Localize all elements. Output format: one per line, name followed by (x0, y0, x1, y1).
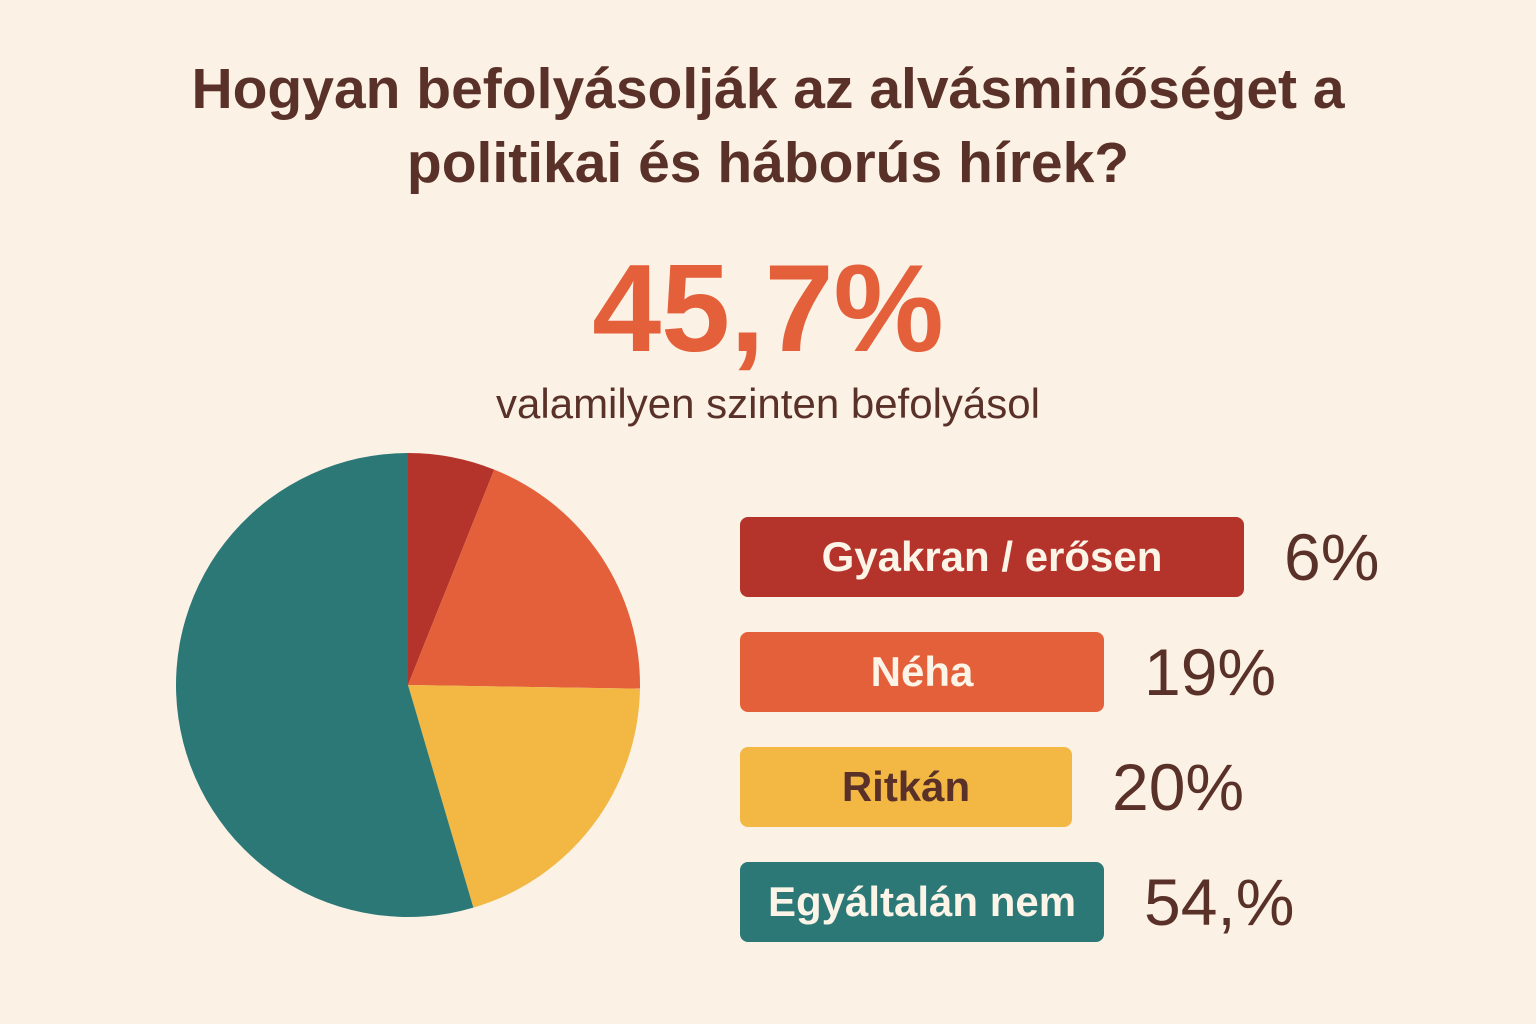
value-label: 54,% (1144, 865, 1295, 939)
pie-slice (408, 453, 495, 685)
value-label: 6% (1284, 520, 1380, 594)
pie-slice (408, 685, 640, 908)
value-label: 20% (1112, 750, 1245, 824)
headline: 45,7% (592, 240, 944, 378)
legend-label: Néha (740, 632, 1104, 712)
value-label: 19% (1144, 635, 1277, 709)
pie-slice (408, 469, 640, 689)
legend-label: Ritkán (740, 747, 1072, 827)
legend-label: Gyakran / erősen (740, 517, 1244, 597)
headline-caption: valamilyen szinten befolyásol (496, 380, 1040, 427)
legend-label: Egyáltalán nem (740, 862, 1104, 942)
pie-slice (175, 453, 474, 917)
chart-title: Hogyan befolyásolják az alvásminőséget a… (191, 57, 1345, 195)
